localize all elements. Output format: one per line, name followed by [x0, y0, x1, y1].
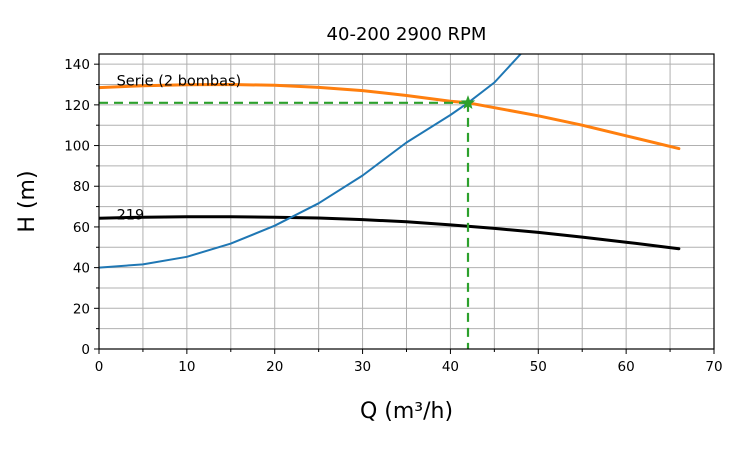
series-layer	[99, 54, 681, 269]
y-tick-label: 140	[64, 57, 90, 73]
x-tick-label: 50	[530, 359, 547, 375]
ticks: 0 10 20 30 40 50 60 70 0 20 40 60 80 100 120 140	[64, 57, 722, 375]
x-tick-label: 70	[705, 359, 722, 375]
x-tick-label: 20	[266, 359, 283, 375]
operating-point-marker	[460, 95, 476, 109]
series-system-curve	[99, 54, 522, 269]
series-219-curve	[99, 215, 681, 251]
y-tick-label: 120	[64, 98, 90, 114]
y-axis-title: H (m)	[15, 170, 40, 232]
y-tick-label: 0	[81, 342, 90, 358]
annotation-serie: Serie (2 bombas)	[117, 73, 242, 89]
y-tick-label: 60	[73, 220, 90, 236]
x-tick-label: 0	[95, 359, 104, 375]
x-tick-label: 30	[354, 359, 371, 375]
grid	[99, 54, 714, 349]
x-axis-title: Q (m³/h)	[360, 399, 453, 424]
chart-title: 40-200 2900 RPM	[327, 24, 487, 45]
x-tick-label: 60	[618, 359, 635, 375]
series-serie-curve	[99, 83, 681, 151]
y-tick-label: 40	[73, 261, 90, 277]
annotations: Serie (2 bombas) 219	[117, 73, 242, 223]
operating-point-guides	[99, 95, 476, 349]
x-tick-label: 10	[178, 359, 195, 375]
annotation-219: 219	[117, 208, 145, 224]
y-tick-label: 80	[73, 179, 90, 195]
x-tick-label: 40	[442, 359, 459, 375]
y-tick-label: 20	[73, 301, 90, 317]
y-tick-label: 100	[64, 139, 90, 155]
